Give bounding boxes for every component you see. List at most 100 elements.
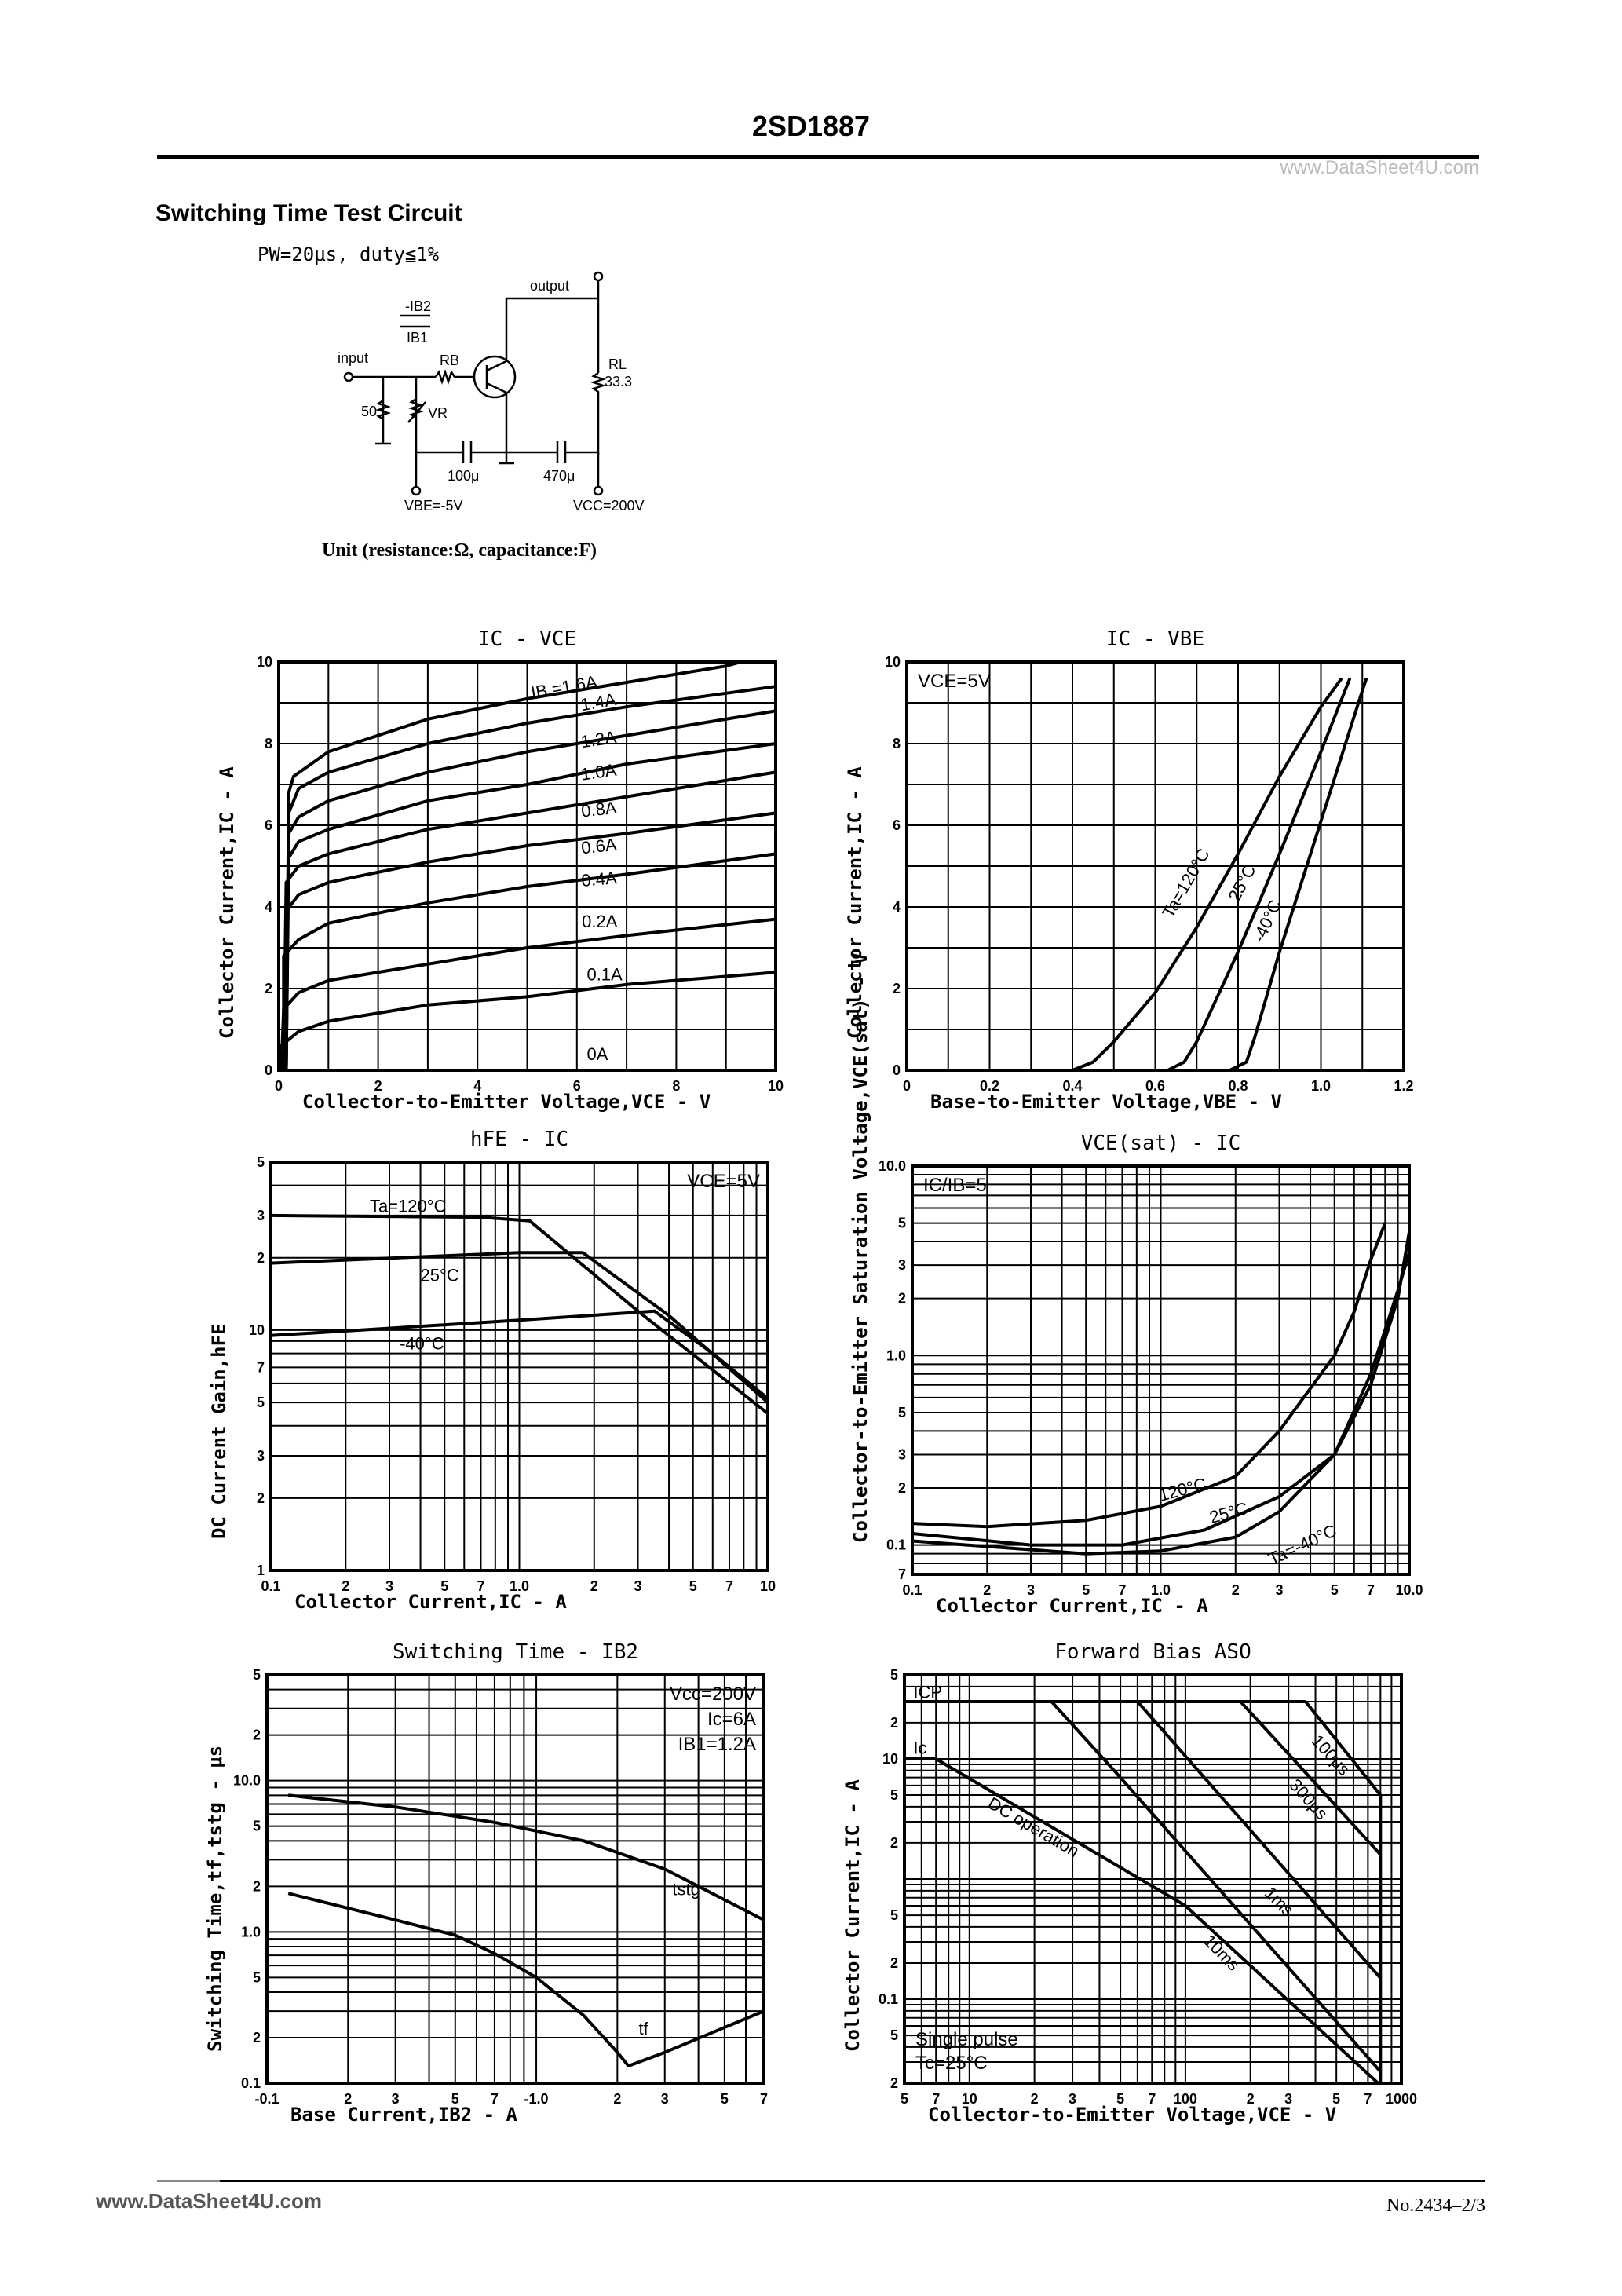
svg-text:10.0: 10.0 [879,1158,906,1174]
footer-rule-accent [157,2180,220,2182]
svg-text:10: 10 [760,1578,776,1594]
svg-text:3: 3 [257,1208,265,1223]
svg-text:0.6A: 0.6A [580,835,618,858]
series-line [1304,1700,1383,2083]
svg-text:VCE=5V: VCE=5V [687,1171,760,1192]
pulse-spec: PW=20μs, duty≦1% [258,243,440,265]
svg-text:2: 2 [590,1578,598,1594]
svg-text:2: 2 [265,981,272,996]
svg-text:DC operation: DC operation [985,1793,1083,1861]
svg-text:3: 3 [1276,1582,1284,1598]
svg-text:3: 3 [1027,1582,1035,1598]
svg-text:5: 5 [898,1405,906,1420]
y-axis-label: DC Current Gain,hFE [208,1323,230,1539]
svg-text:Ta=120°C: Ta=120°C [370,1197,447,1216]
svg-text:5: 5 [253,1819,261,1834]
svg-text:0.6: 0.6 [1145,1078,1165,1094]
svg-text:10: 10 [249,1322,265,1338]
circuit-label-vcc: VCC=200V [573,498,645,514]
svg-text:6: 6 [573,1078,581,1094]
svg-text:1.2: 1.2 [1394,1078,1413,1094]
svg-text:0.1: 0.1 [902,1582,922,1598]
svg-text:2: 2 [613,2091,621,2107]
svg-text:0.4A: 0.4A [580,868,618,890]
chart-fb_aso: 5 7 10 2 3 5 7 100 2 3 5 7 1000250.125251025100μs300… [879,1667,1417,2107]
svg-text:-1.0: -1.0 [524,2091,549,2107]
svg-text:0.1A: 0.1A [586,965,623,985]
svg-text:5: 5 [1082,1582,1090,1598]
svg-text:5: 5 [898,1216,906,1231]
svg-text:7: 7 [257,1359,265,1375]
svg-text:2: 2 [257,1250,265,1266]
series-line [284,709,776,1071]
svg-text:5: 5 [890,1787,898,1803]
svg-text:2: 2 [1247,2091,1255,2107]
circuit-label-rb: RB [440,353,459,368]
svg-text:5: 5 [721,2091,729,2107]
svg-text:120°C: 120°C [1156,1474,1208,1505]
svg-text:25°C: 25°C [1207,1498,1250,1527]
svg-text:10: 10 [962,2091,977,2107]
circuit-label-ib2: -IB2 [405,298,431,314]
chart-title: IC - VCE [477,627,577,651]
circuit-label-output: output [530,278,569,294]
svg-text:ICP: ICP [913,1683,942,1702]
svg-text:2: 2 [890,1715,898,1731]
svg-text:1.0: 1.0 [510,1578,529,1594]
svg-text:IC/IB=5: IC/IB=5 [923,1175,987,1196]
svg-text:2: 2 [374,1078,382,1094]
series-line [911,1222,1387,1529]
y-axis-label: Collector-to-Emitter Saturation Voltage,… [849,952,871,1543]
svg-text:10: 10 [882,1751,898,1767]
svg-text:3: 3 [1069,2091,1076,2107]
x-axis-label: Base-to-Emitter Voltage,VBE - V [930,1091,1282,1113]
svg-text:0A: 0A [586,1044,608,1064]
svg-text:3: 3 [1284,2091,1292,2107]
svg-text:10: 10 [768,1078,784,1094]
y-axis-label: Switching Time,tf,tstg - μs [204,1745,226,2052]
svg-text:VCE=5V: VCE=5V [918,671,991,692]
svg-text:8: 8 [672,1078,680,1094]
circuit-label-r50: 50 [361,404,377,419]
series-line [284,660,742,1071]
svg-text:2: 2 [344,2091,352,2107]
svg-text:1: 1 [257,1563,265,1578]
svg-text:2: 2 [1031,2091,1039,2107]
svg-text:6: 6 [893,817,901,833]
svg-text:3: 3 [661,2091,669,2107]
svg-text:3: 3 [257,1448,265,1464]
svg-text:7: 7 [760,2091,768,2107]
svg-text:2: 2 [898,1480,906,1496]
svg-text:5: 5 [253,1667,261,1683]
svg-text:2: 2 [257,1490,265,1506]
circuit-label-vr: VR [428,405,448,421]
svg-text:4: 4 [265,899,272,915]
svg-text:IB1=1.2A: IB1=1.2A [678,1734,756,1755]
series-line [282,770,776,1071]
svg-text:100: 100 [1174,2091,1197,2107]
svg-text:5: 5 [689,1578,697,1594]
series-line [278,971,776,1071]
svg-text:5: 5 [257,1395,265,1410]
series-line [287,1892,765,2067]
svg-text:tf: tf [639,2019,649,2038]
svg-text:2: 2 [983,1582,991,1598]
svg-text:7: 7 [898,1567,906,1582]
svg-text:2: 2 [893,981,901,996]
svg-text:1.0: 1.0 [241,1924,261,1940]
svg-text:Ic=6A: Ic=6A [707,1709,756,1730]
svg-text:1.0: 1.0 [1311,1078,1331,1094]
y-axis-label: Collector Current,IC - A [842,1779,864,2052]
svg-text:1ms: 1ms [1261,1883,1298,1920]
circuit-label-c1: 100μ [448,468,479,484]
svg-text:1000: 1000 [1386,2091,1417,2107]
svg-text:7: 7 [477,1578,484,1594]
svg-text:0.8A: 0.8A [580,798,618,821]
svg-text:1.2A: 1.2A [579,727,618,751]
svg-text:1.0A: 1.0A [579,760,618,784]
svg-text:0.1: 0.1 [886,1537,906,1553]
chart-sw_time_ib2: -0.1 2 3 5 7 -1.0 2 3 5 7 0.1 2 5 1.0 2 5 10.0 2 5 tstg tf Vc… [233,1667,768,2107]
series-line [270,1309,769,1400]
svg-text:3: 3 [385,1578,393,1594]
